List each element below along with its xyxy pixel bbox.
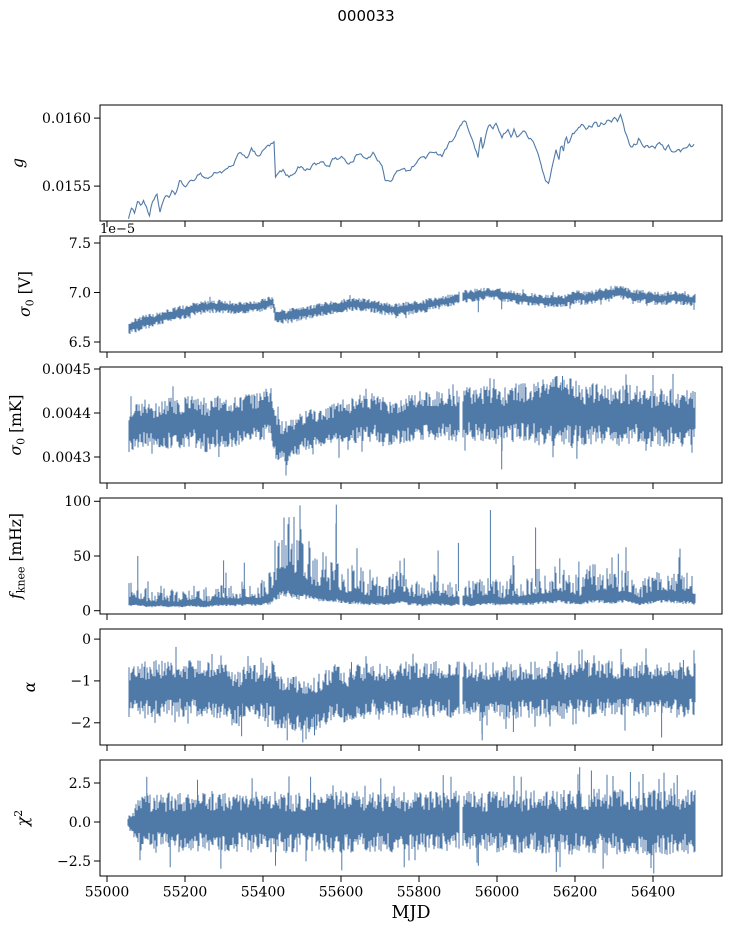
y-axis-offset-text-sigma0_V: 1e−5 bbox=[100, 222, 135, 237]
x-tick-label: 56000 bbox=[475, 885, 520, 901]
y-ticks-alpha: −2 −1 0 bbox=[70, 632, 100, 732]
x-tick-label: 55000 bbox=[85, 885, 130, 901]
y-axis-label-sigma0_V: σ0 [V] bbox=[16, 271, 37, 317]
spikes-sigma0_mK bbox=[218, 376, 578, 470]
series-g bbox=[127, 112, 695, 219]
series-sigma0_mK bbox=[128, 373, 696, 476]
panel-sigma0_mK-data bbox=[128, 373, 696, 476]
series-sigma0_V bbox=[128, 285, 696, 334]
panel-frame-alpha bbox=[99, 628, 723, 746]
spikes-chi2 bbox=[146, 767, 678, 874]
y-tick-label-alpha: −2 bbox=[70, 716, 91, 732]
y-ticks-chi2: −2.5 0.0 2.5 bbox=[57, 776, 100, 870]
series-chi2 bbox=[127, 772, 696, 869]
panel-frame-g bbox=[99, 104, 723, 222]
y-axis-label-fknee: fknee [mHz] bbox=[7, 513, 28, 600]
panel-alpha: −2 −1 0 α bbox=[21, 628, 723, 751]
x-axis-label: MJD bbox=[391, 903, 431, 923]
y-tick-label-chi2: 0.0 bbox=[69, 815, 91, 831]
y-tick-label-g: 0.0160 bbox=[42, 111, 91, 127]
y-ticks-sigma0_mK: 0.0043 0.0044 0.0045 bbox=[42, 362, 100, 466]
panel-alpha-data bbox=[128, 646, 696, 743]
y-ticks-sigma0_V: 6.5 7.0 7.5 bbox=[69, 236, 100, 351]
y-tick-label-chi2: −2.5 bbox=[57, 854, 91, 870]
y-tick-label-sigma0_mK: 0.0045 bbox=[42, 362, 91, 378]
series-fknee bbox=[128, 505, 696, 608]
y-tick-label-fknee: 100 bbox=[64, 494, 91, 510]
y-ticks-g: 0.0155 0.0160 bbox=[42, 111, 100, 195]
y-tick-label-sigma0_mK: 0.0044 bbox=[42, 406, 91, 422]
x-ticks-sigma0_V bbox=[106, 352, 654, 358]
x-tick-label: 56400 bbox=[631, 885, 676, 901]
panel-sigma0_mK: 0.0043 0.0044 0.0045 σ0 [mK] bbox=[7, 362, 723, 489]
x-tick-label: 56200 bbox=[553, 885, 598, 901]
spikes-fknee bbox=[137, 504, 619, 596]
x-tick-label: 55200 bbox=[163, 885, 208, 901]
y-axis-label-g: g bbox=[9, 158, 27, 168]
y-axis-label-chi2: χ2 bbox=[12, 810, 32, 827]
y-tick-label-fknee: 50 bbox=[73, 549, 91, 565]
x-ticks-chi2: 55000 55200 55400 55600 55800 56000 56200 56400 bbox=[85, 876, 676, 901]
y-tick-label-alpha: 0 bbox=[82, 632, 91, 648]
panel-sigma0_V-data bbox=[128, 285, 696, 334]
panel-frame-sigma0_V bbox=[99, 235, 723, 353]
y-tick-label-chi2: 2.5 bbox=[69, 776, 91, 792]
y-axis-label-sigma0_mK: σ0 [mK] bbox=[7, 395, 28, 456]
x-tick-label: 55800 bbox=[397, 885, 442, 901]
y-tick-label-g: 0.0155 bbox=[42, 179, 91, 195]
y-ticks-fknee: 0 50 100 bbox=[64, 494, 100, 620]
panel-chi2-data bbox=[127, 767, 696, 874]
y-tick-label-sigma0_mK: 0.0043 bbox=[42, 450, 91, 466]
panel-g-data bbox=[127, 112, 695, 219]
x-ticks-sigma0_mK bbox=[106, 483, 654, 489]
figure-title: 000033 bbox=[337, 7, 395, 25]
panel-frame-chi2 bbox=[99, 759, 723, 877]
x-ticks-alpha bbox=[106, 745, 654, 751]
x-ticks-fknee bbox=[106, 614, 654, 620]
panel-frame-sigma0_mK bbox=[99, 366, 723, 484]
panel-fknee: 0 50 100 fknee [mHz] bbox=[7, 494, 723, 620]
y-tick-label-sigma0_V: 7.5 bbox=[69, 236, 91, 252]
x-ticks-g bbox=[106, 221, 654, 227]
panel-chi2: 55000 55200 55400 55600 55800 56000 56200 56400… bbox=[12, 759, 723, 901]
panel-sigma0_V: 6.5 7.0 7.5 1e−5 σ0 [V] bbox=[16, 222, 723, 358]
spikes-alpha bbox=[188, 660, 684, 743]
y-tick-label-sigma0_V: 6.5 bbox=[69, 335, 91, 351]
panel-g: 0.0155 0.0160 g bbox=[9, 104, 723, 227]
panel-fknee-data bbox=[128, 504, 696, 608]
y-tick-label-alpha: −1 bbox=[70, 674, 91, 690]
y-axis-label-alpha: α bbox=[21, 681, 39, 692]
y-tick-label-sigma0_V: 7.0 bbox=[69, 285, 91, 301]
series-alpha bbox=[128, 646, 696, 740]
spikes-sigma0_V bbox=[477, 294, 503, 313]
y-tick-label-fknee: 0 bbox=[82, 604, 91, 620]
x-tick-label: 55600 bbox=[319, 885, 364, 901]
x-tick-label: 55400 bbox=[241, 885, 286, 901]
